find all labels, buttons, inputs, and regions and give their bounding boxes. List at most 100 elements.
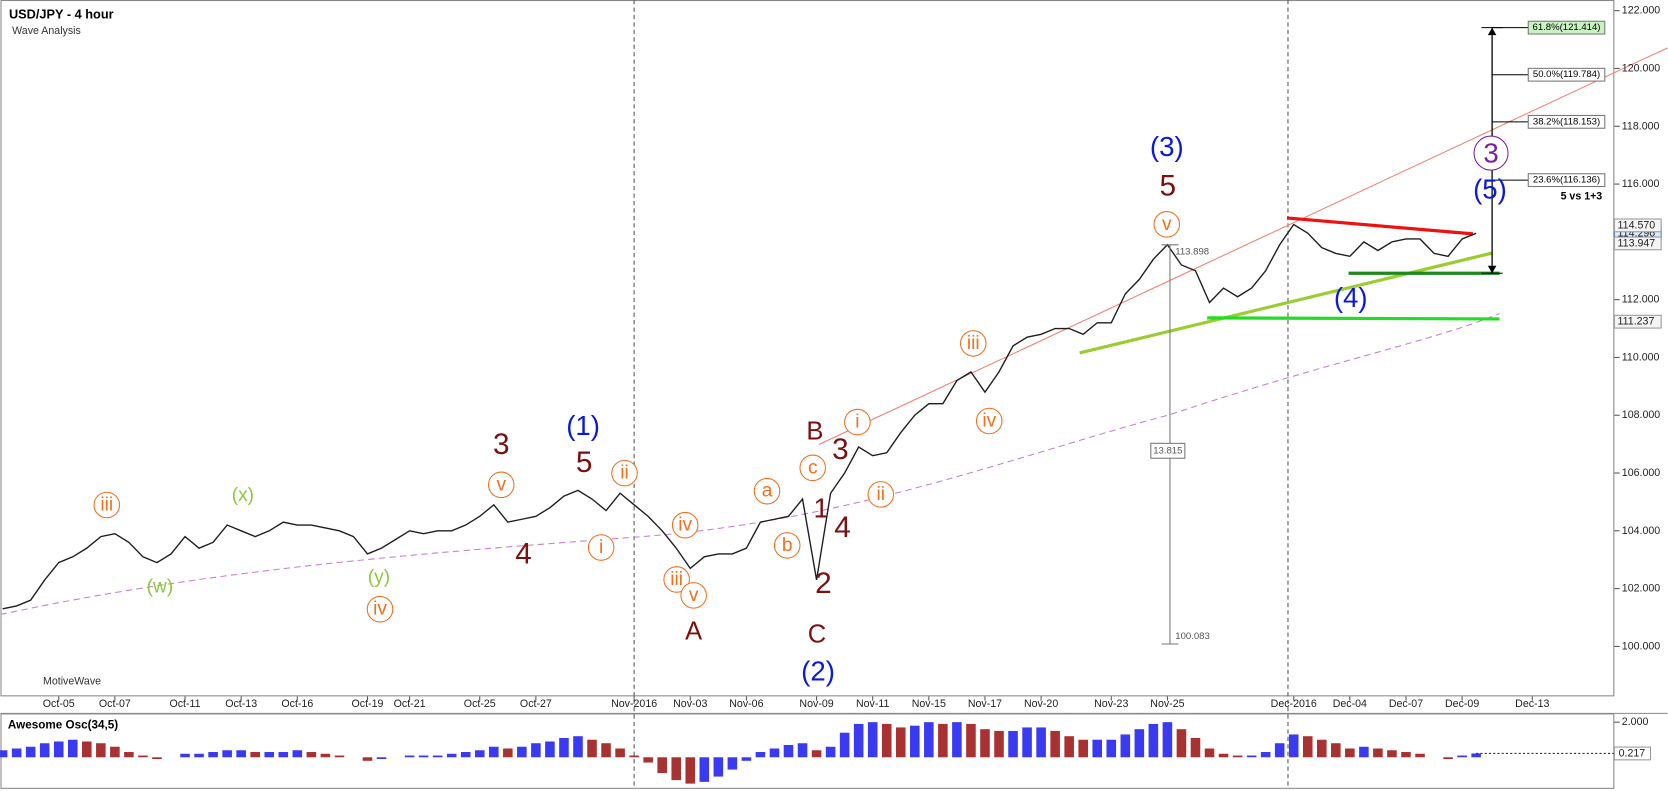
wave-label: 3	[493, 428, 510, 461]
y-tick-label: 110.000	[1622, 351, 1660, 363]
oscillator-bar	[601, 743, 611, 758]
oscillator-bar	[96, 743, 106, 758]
oscillator-bar	[531, 743, 541, 758]
oscillator-bar	[657, 757, 667, 774]
oscillator-bar	[1134, 729, 1145, 758]
wave-label: b	[782, 535, 793, 556]
y-tick-label: 104.000	[1622, 525, 1660, 537]
oscillator-bar	[1302, 736, 1313, 758]
oscillator-bar	[517, 746, 527, 758]
moving-average	[0, 313, 1500, 616]
oscillator-bar	[587, 739, 597, 758]
oscillator-bar	[1036, 727, 1046, 758]
wave-label-circle	[487, 471, 515, 499]
y-tick-label: 2.000	[1622, 716, 1649, 728]
oscillator-bar	[783, 744, 794, 758]
oscillator-bar	[713, 757, 724, 777]
current-price-label: 114.296	[1618, 227, 1656, 239]
oscillator-bar	[460, 752, 471, 758]
oscillator-bar	[194, 753, 204, 758]
x-tick-label: Nov-2016	[611, 698, 657, 710]
wave-label: (2)	[801, 655, 835, 686]
y-tick-label: 108.000	[1622, 409, 1660, 421]
oscillator-bar	[67, 739, 78, 758]
oscillator-bar	[180, 753, 190, 758]
wave-label: v	[1162, 214, 1172, 235]
oscillator-bar	[811, 750, 822, 758]
wave-label: (x)	[232, 485, 254, 506]
oscillator-bar	[839, 732, 850, 758]
wave-label: v	[496, 474, 506, 495]
oscillator-bar	[1415, 753, 1425, 758]
oscillator-bar	[629, 755, 639, 758]
x-tick-label: Dec-2016	[1271, 698, 1317, 710]
oscillator-bar	[1162, 722, 1173, 758]
wave-label: c	[808, 457, 818, 478]
oscillator-bar	[306, 752, 317, 758]
wave-label: v	[689, 585, 699, 606]
x-tick-label: Oct-13	[225, 698, 257, 710]
x-tick-label: Nov-23	[1094, 698, 1128, 710]
oscillator-bar	[1008, 730, 1018, 758]
oscillator-bar	[699, 757, 710, 782]
oscillator-bar	[82, 741, 92, 758]
wave-label: 4	[834, 511, 851, 544]
wave-label-circle	[753, 477, 781, 505]
oscillator-bar	[1092, 739, 1103, 758]
oscillator-bar	[685, 757, 696, 784]
y-tick-label: 120.000	[1622, 62, 1660, 74]
wave-label: iii	[967, 333, 980, 354]
trendline	[1207, 316, 1500, 321]
oscillator-bar	[1443, 757, 1453, 760]
oscillator-bar	[1359, 746, 1369, 758]
oscillator-bar	[910, 725, 920, 758]
oscillator-bar	[208, 752, 218, 758]
price-label-box	[1613, 218, 1662, 233]
wave-label: iii	[100, 495, 113, 516]
wave-label-circle	[799, 454, 827, 482]
measure-span-label: 13.815	[1153, 445, 1182, 456]
wave-label-circle	[867, 481, 895, 508]
y-tick-label: 102.000	[1622, 583, 1660, 595]
wave-label: 5	[1160, 170, 1177, 203]
oscillator-bar	[1050, 730, 1060, 758]
x-tick-label: Nov-17	[968, 698, 1002, 710]
oscillator-bar	[1218, 753, 1229, 758]
oscillator-bar	[1078, 739, 1088, 758]
trendline	[1079, 251, 1493, 355]
oscillator-bar	[895, 727, 906, 758]
price-label: 111.237	[1618, 316, 1655, 328]
oscillator-bar	[1022, 727, 1032, 758]
price-panel	[0, 0, 1615, 697]
oscillator-bar	[1331, 743, 1341, 758]
oscillator-bar	[222, 750, 232, 758]
measure-to-label: 100.083	[1175, 631, 1210, 642]
x-tick-label: Nov-15	[912, 698, 946, 710]
oscillator-bar	[489, 746, 499, 758]
y-tick-label: 100.000	[1622, 640, 1660, 652]
wave-label-circle	[844, 408, 871, 436]
oscillator-bar	[39, 743, 50, 758]
fib-label-box	[1527, 114, 1606, 129]
wave-label: 3	[832, 433, 849, 466]
oscillator-bar	[615, 748, 625, 758]
oscillator-bar	[432, 755, 443, 758]
wave-label-circle	[663, 566, 690, 593]
x-tick-label: Nov-11	[856, 698, 890, 710]
oscillator-bar	[320, 753, 331, 758]
oscillator-bar	[825, 746, 836, 758]
x-tick-label: Dec-07	[1389, 698, 1423, 710]
wave-label: iii	[670, 569, 683, 590]
oscillator-bar	[11, 748, 22, 758]
wave-label: 5 vs 1+3	[1561, 191, 1603, 203]
oscillator-bar	[236, 750, 246, 758]
oscillator-bar	[1120, 734, 1131, 758]
oscillator-bar	[250, 752, 260, 758]
x-tick-label: Dec-09	[1445, 698, 1479, 710]
oscillator-bar	[1373, 748, 1383, 758]
oscillator-bar	[474, 750, 485, 758]
x-tick-label: Oct-07	[99, 698, 131, 710]
measure-span-box	[1150, 442, 1186, 459]
wave-label: ii	[877, 484, 886, 505]
oscillator-bar	[741, 757, 752, 761]
